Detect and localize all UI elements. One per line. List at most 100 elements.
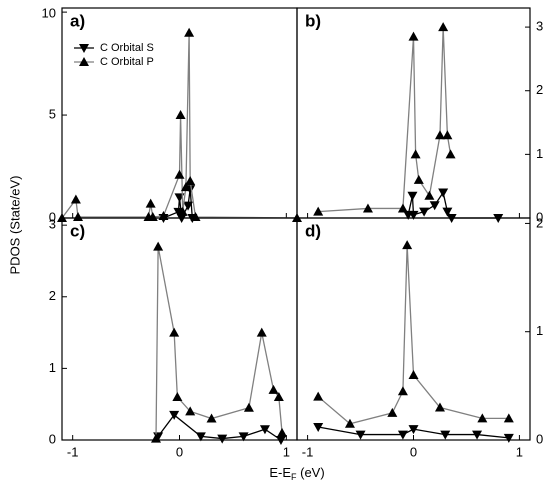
marker	[419, 207, 430, 217]
marker	[169, 410, 180, 420]
marker	[355, 430, 366, 440]
marker	[185, 406, 196, 416]
x-tick-label: 1	[283, 444, 290, 459]
marker	[169, 327, 180, 337]
marker	[397, 430, 408, 440]
marker	[503, 413, 514, 423]
marker	[153, 241, 164, 251]
marker	[407, 191, 418, 201]
marker	[387, 407, 398, 417]
marker	[256, 327, 267, 337]
y-tick-label: 0	[49, 209, 56, 224]
marker	[477, 413, 488, 423]
marker	[70, 194, 81, 204]
series-line	[155, 246, 283, 439]
marker	[206, 413, 217, 423]
marker	[277, 427, 288, 437]
marker	[313, 206, 324, 216]
marker	[217, 434, 228, 444]
marker	[408, 370, 419, 380]
marker	[147, 211, 158, 221]
y-tick-label: 1	[49, 360, 56, 375]
marker	[438, 22, 449, 32]
marker	[268, 384, 279, 394]
marker	[408, 31, 419, 41]
y-tick-label: 2	[536, 82, 543, 97]
marker	[429, 201, 440, 211]
marker	[243, 402, 254, 412]
marker	[172, 392, 183, 402]
marker	[442, 130, 453, 140]
x-tick-label: 0	[410, 444, 417, 459]
legend-marker	[79, 57, 89, 66]
y-tick-label: 10	[42, 5, 56, 20]
marker	[503, 433, 514, 443]
x-tick-label: 1	[516, 444, 523, 459]
panel-label: b)	[305, 11, 321, 30]
x-tick-label: -1	[67, 444, 79, 459]
marker	[273, 392, 284, 402]
y-tick-label: 2	[536, 215, 543, 230]
x-label-part: E-E	[269, 465, 291, 480]
marker	[408, 425, 419, 435]
y-tick-label: 3	[536, 19, 543, 34]
marker	[145, 198, 156, 208]
marker	[438, 188, 449, 198]
marker	[408, 210, 419, 220]
x-label-part: (eV)	[297, 465, 325, 480]
marker	[424, 190, 435, 200]
marker	[174, 169, 185, 179]
y-tick-label: 1	[536, 323, 543, 338]
marker	[185, 175, 196, 185]
x-axis-label: E-EF (eV)	[269, 465, 324, 482]
y-tick-label: 3	[49, 217, 56, 232]
marker	[440, 430, 451, 440]
panel-label: d)	[305, 221, 321, 240]
x-tick-label: -1	[302, 444, 314, 459]
y-axis-label: PDOS (State/eV)	[7, 176, 22, 275]
marker	[397, 203, 408, 213]
marker	[238, 432, 249, 442]
series-line	[61, 32, 298, 219]
marker	[184, 27, 195, 37]
plot-frame	[296, 217, 531, 441]
marker	[362, 203, 373, 213]
y-tick-label: 0	[536, 209, 543, 224]
marker	[313, 423, 324, 433]
marker	[313, 391, 324, 401]
marker	[73, 211, 84, 221]
panel-label: a)	[70, 11, 85, 30]
marker	[275, 436, 286, 445]
marker	[195, 432, 206, 442]
panel-label: c)	[70, 221, 85, 240]
marker	[413, 174, 424, 184]
series-line	[318, 27, 452, 213]
y-tick-label: 5	[49, 106, 56, 121]
legend-label: C Orbital P	[100, 56, 154, 68]
marker	[180, 182, 191, 192]
marker	[434, 130, 445, 140]
legend-label: C Orbital S	[100, 42, 154, 54]
marker	[344, 418, 355, 428]
y-tick-label: 0	[536, 431, 543, 446]
marker	[177, 206, 188, 216]
marker	[434, 402, 445, 412]
legend-marker	[79, 44, 89, 53]
marker	[410, 149, 421, 159]
marker	[175, 110, 186, 120]
x-label-sub: F	[291, 472, 297, 482]
series-line	[317, 245, 509, 425]
marker	[397, 386, 408, 396]
marker	[445, 149, 456, 159]
y-tick-label: 2	[49, 288, 56, 303]
marker	[151, 433, 161, 443]
x-tick-label: 0	[176, 444, 183, 459]
marker	[190, 211, 201, 221]
marker	[259, 425, 270, 435]
marker	[442, 207, 453, 217]
y-tick-label: 0	[49, 431, 56, 446]
y-tick-label: 1	[536, 146, 543, 161]
marker	[402, 240, 413, 250]
marker	[183, 201, 194, 211]
